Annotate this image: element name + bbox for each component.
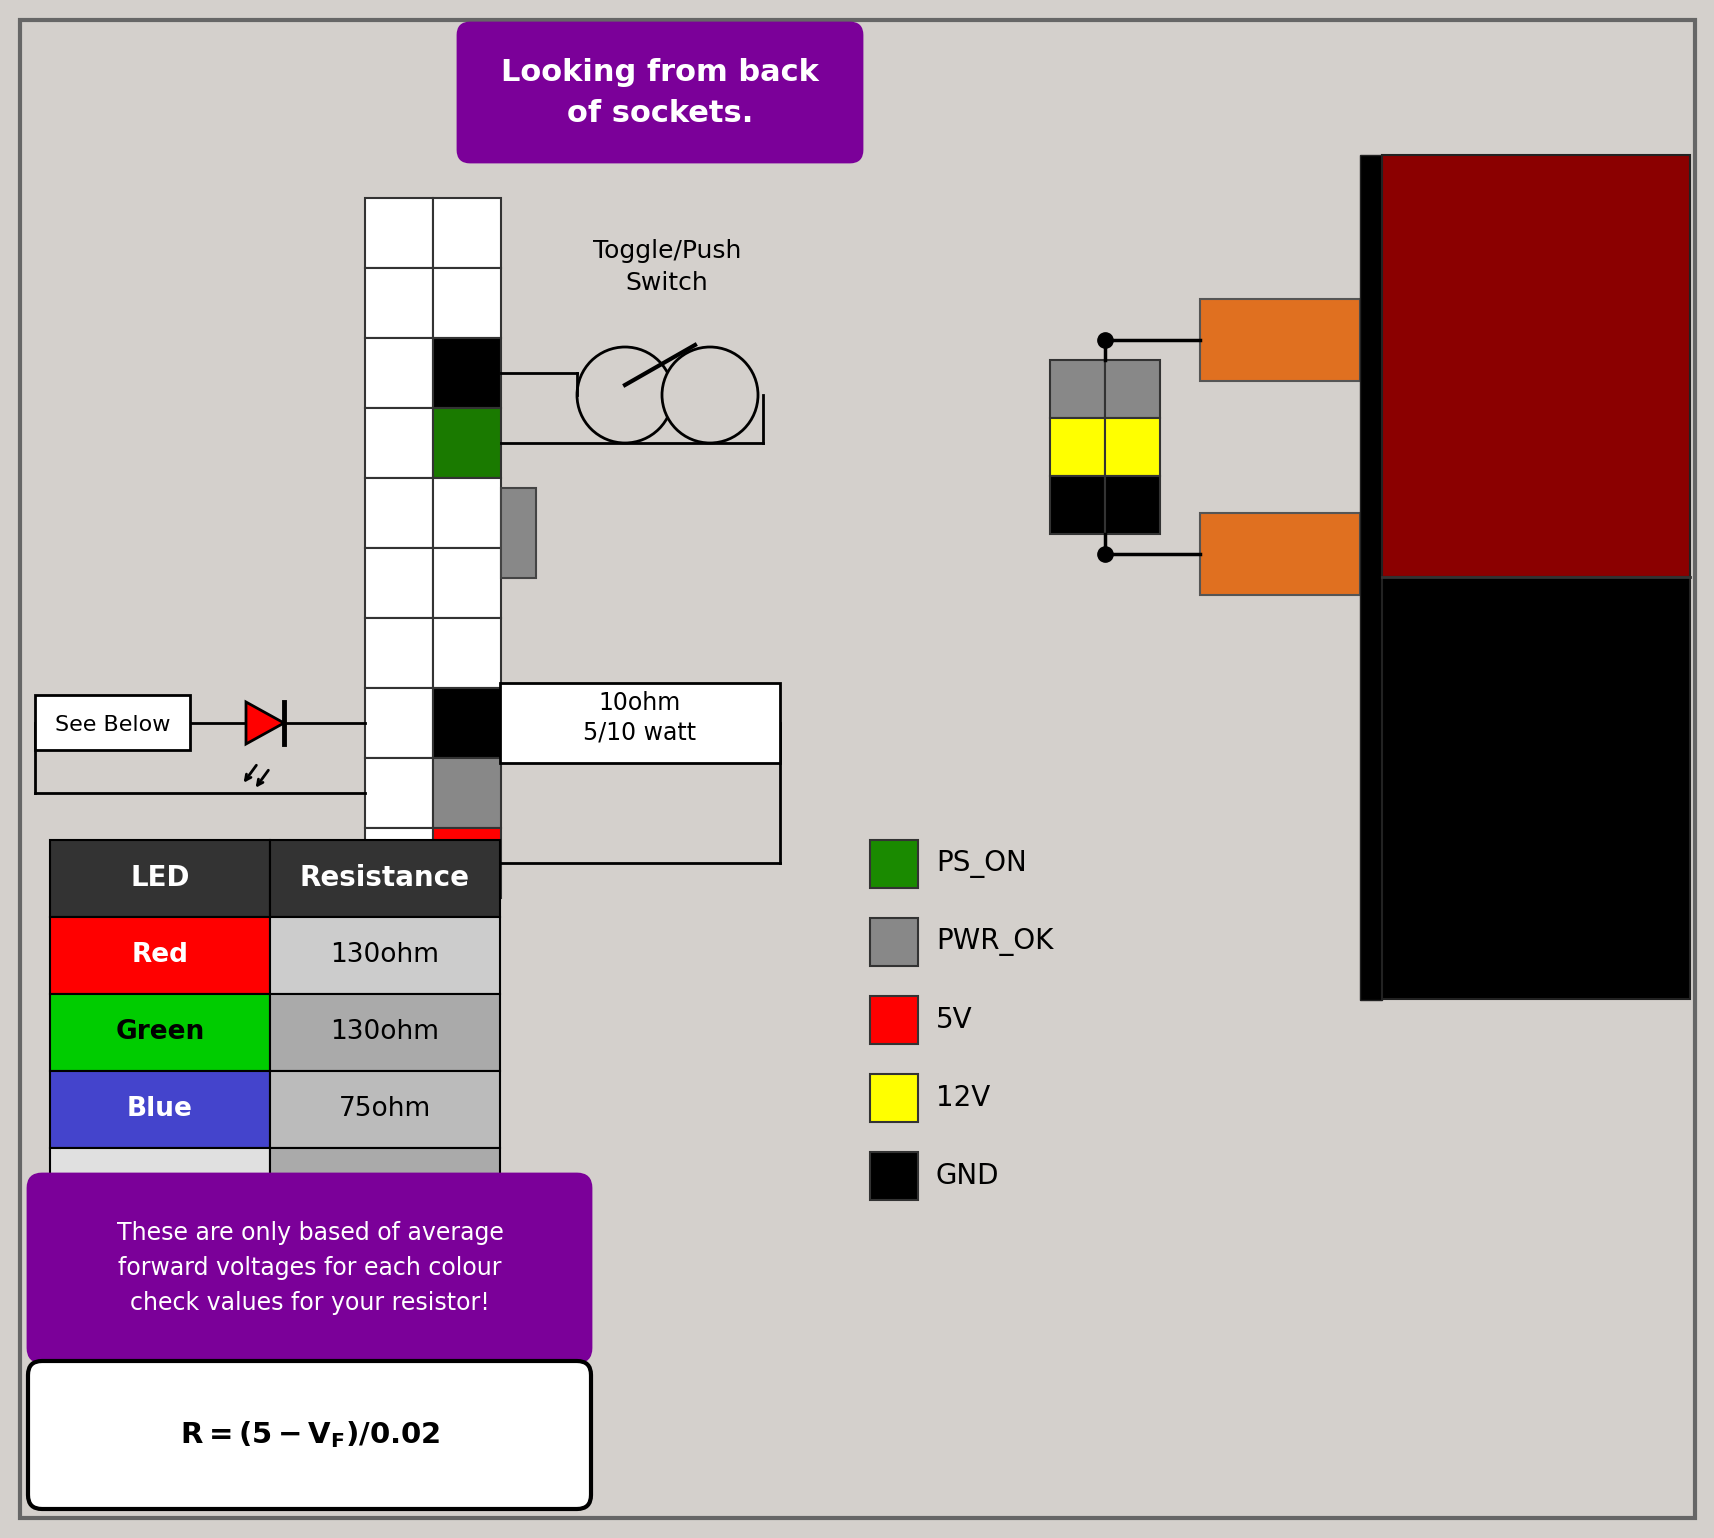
- Bar: [269, 994, 500, 1070]
- Bar: [50, 1070, 269, 1147]
- Bar: [1200, 298, 1359, 381]
- Bar: [365, 268, 432, 338]
- Bar: [432, 548, 500, 618]
- Text: Resistance: Resistance: [300, 864, 470, 892]
- Bar: [269, 917, 500, 994]
- Bar: [269, 1147, 500, 1224]
- Bar: [869, 840, 917, 887]
- Bar: [432, 478, 500, 548]
- Text: 130ohm: 130ohm: [331, 1020, 439, 1044]
- Text: See Below: See Below: [55, 715, 171, 735]
- Text: Looking from back
of sockets.: Looking from back of sockets.: [500, 58, 819, 128]
- Bar: [432, 268, 500, 338]
- Text: These are only based of average
forward voltages for each colour
check values fo: These are only based of average forward …: [117, 1221, 504, 1315]
- Bar: [50, 917, 269, 994]
- Bar: [365, 338, 432, 408]
- Bar: [269, 1070, 500, 1147]
- Bar: [365, 758, 432, 827]
- Text: Toggle/Push
Switch: Toggle/Push Switch: [593, 240, 740, 295]
- Bar: [869, 997, 917, 1044]
- FancyBboxPatch shape: [458, 23, 862, 161]
- Bar: [1104, 360, 1159, 418]
- Text: White: White: [117, 1173, 204, 1200]
- Bar: [365, 198, 432, 268]
- Bar: [432, 408, 500, 478]
- Bar: [1104, 475, 1159, 534]
- Bar: [50, 994, 269, 1070]
- FancyBboxPatch shape: [27, 1361, 591, 1509]
- Text: Green: Green: [115, 1020, 204, 1044]
- Text: GND: GND: [936, 1163, 999, 1190]
- Polygon shape: [245, 701, 285, 744]
- Text: 5V: 5V: [936, 1006, 972, 1034]
- FancyBboxPatch shape: [27, 1173, 591, 1363]
- Text: 130ohm: 130ohm: [331, 941, 439, 967]
- Bar: [365, 408, 432, 478]
- Text: $\mathbf{R = (5 - V_F) / 0.02}$: $\mathbf{R = (5 - V_F) / 0.02}$: [180, 1420, 440, 1450]
- Text: Red: Red: [132, 941, 189, 967]
- Bar: [432, 827, 500, 898]
- Text: 12V: 12V: [936, 1084, 989, 1112]
- Bar: [365, 687, 432, 758]
- Bar: [432, 758, 500, 827]
- Bar: [269, 840, 500, 917]
- Text: Blue: Blue: [127, 1097, 192, 1123]
- Bar: [1049, 475, 1104, 534]
- Text: PS_ON: PS_ON: [936, 851, 1027, 878]
- Text: 10ohm
5/10 watt: 10ohm 5/10 watt: [583, 691, 696, 744]
- Text: LED: LED: [130, 864, 190, 892]
- Circle shape: [576, 348, 672, 443]
- Bar: [500, 488, 536, 578]
- Bar: [1381, 577, 1688, 1000]
- Bar: [432, 618, 500, 687]
- Bar: [1381, 155, 1688, 577]
- Bar: [365, 548, 432, 618]
- Bar: [500, 683, 780, 763]
- Bar: [365, 827, 432, 898]
- Bar: [869, 1074, 917, 1123]
- Bar: [365, 478, 432, 548]
- Bar: [50, 840, 269, 917]
- Bar: [1359, 155, 1381, 1000]
- Text: 75ohm: 75ohm: [339, 1097, 430, 1123]
- Circle shape: [662, 348, 758, 443]
- Bar: [1049, 418, 1104, 475]
- Bar: [1104, 418, 1159, 475]
- Bar: [50, 1147, 269, 1224]
- Bar: [432, 198, 500, 268]
- Bar: [34, 695, 190, 751]
- Bar: [365, 618, 432, 687]
- Bar: [432, 338, 500, 408]
- Bar: [1049, 360, 1104, 418]
- Text: 75ohm: 75ohm: [339, 1173, 430, 1200]
- Bar: [1200, 514, 1359, 595]
- Text: PWR_OK: PWR_OK: [936, 927, 1052, 957]
- Bar: [869, 918, 917, 966]
- Bar: [432, 687, 500, 758]
- Bar: [869, 1152, 917, 1200]
